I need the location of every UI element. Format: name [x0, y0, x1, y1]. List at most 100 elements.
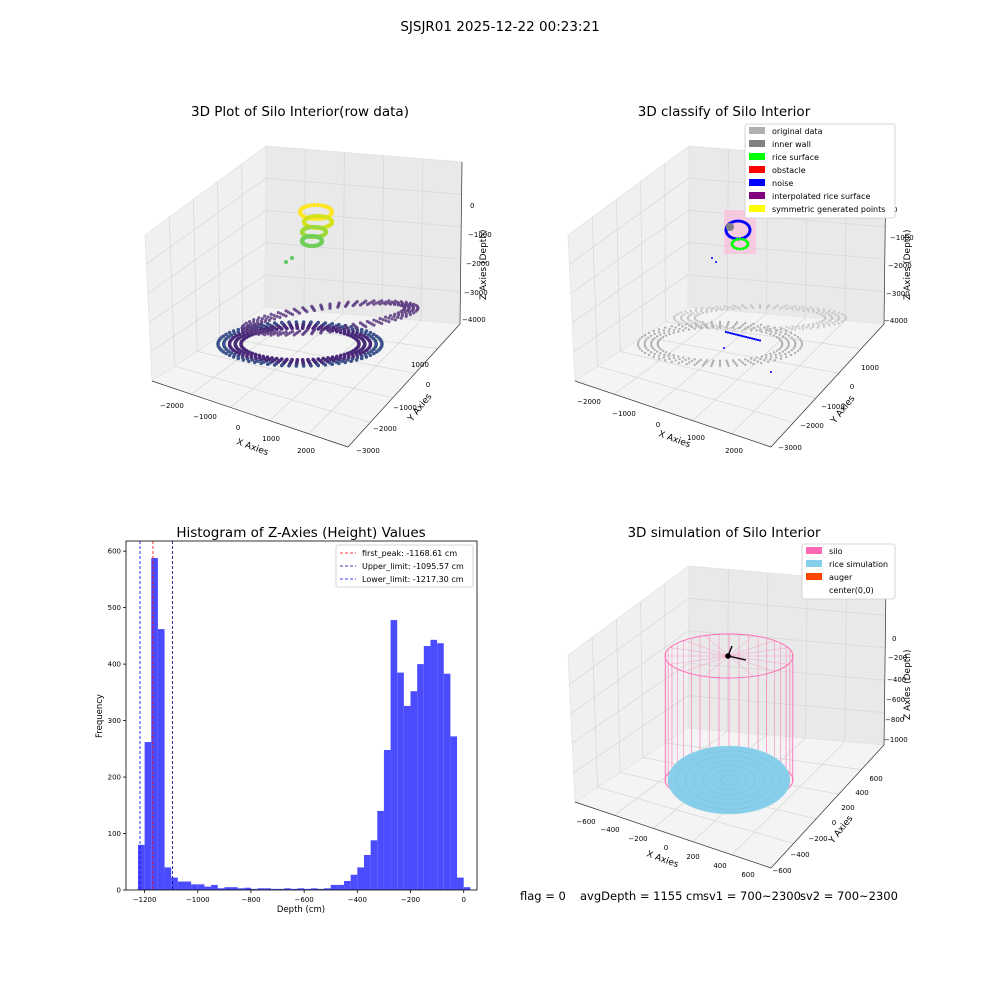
raw-point	[366, 333, 371, 337]
noise-point	[756, 338, 760, 342]
original-point	[829, 319, 832, 322]
noise-point	[770, 371, 772, 373]
raw-point	[372, 332, 376, 337]
silo-roof-wire	[728, 647, 789, 657]
tick-label: −600	[886, 696, 905, 704]
raw-point	[361, 350, 366, 355]
original-point	[643, 344, 647, 348]
original-point	[797, 308, 800, 312]
original-point	[742, 362, 745, 365]
original-point	[657, 357, 661, 360]
original-point	[811, 311, 814, 314]
raw-point	[264, 358, 269, 363]
original-point	[689, 309, 692, 312]
tick-label: 0	[664, 844, 668, 852]
raw-point	[343, 323, 348, 328]
tick-label: 0	[656, 421, 660, 429]
original-point	[756, 325, 759, 328]
original-point	[693, 358, 696, 361]
grid-line	[731, 741, 846, 856]
original-point	[796, 349, 800, 352]
original-point	[729, 326, 732, 330]
original-point	[650, 340, 653, 344]
original-point	[693, 327, 696, 330]
original-point	[718, 359, 722, 362]
raw-point	[239, 334, 244, 339]
original-point	[793, 333, 797, 337]
legend-entry-label: symmetric generated points	[772, 205, 885, 214]
original-point	[781, 335, 785, 338]
x-tick-label: −400	[348, 896, 367, 904]
raw-point	[316, 327, 321, 331]
raw-point	[290, 326, 294, 331]
raw-point	[221, 334, 226, 339]
legend-entry-label: first_peak: -1168.61 cm	[362, 549, 457, 558]
raw-point	[311, 202, 317, 208]
original-point	[749, 328, 753, 331]
grid-line	[572, 242, 689, 323]
original-point	[683, 313, 686, 316]
grid-line	[620, 351, 817, 399]
raw-point	[410, 309, 414, 313]
rice-mesh-ring	[693, 760, 765, 800]
raw-point	[284, 330, 288, 334]
original-point	[735, 364, 739, 367]
original-point	[656, 341, 660, 344]
grid-line	[731, 320, 846, 435]
raw-3d-axes-box	[144, 145, 463, 448]
original-point	[836, 319, 839, 322]
original-point	[638, 347, 641, 350]
grid-line	[569, 598, 690, 685]
raw-point	[356, 349, 361, 354]
original-point	[801, 305, 805, 308]
noise-point	[740, 334, 744, 338]
histogram-x-axis-label: Depth (cm)	[277, 905, 325, 915]
raw-point	[399, 309, 403, 314]
original-point	[781, 350, 785, 353]
original-point	[735, 321, 739, 324]
original-point	[712, 359, 715, 362]
original-point	[726, 308, 729, 311]
original-point	[793, 344, 797, 348]
raw-point	[390, 317, 394, 321]
original-point	[795, 307, 798, 310]
original-point	[731, 326, 735, 329]
original-point	[744, 358, 747, 361]
tick-label: −3000	[464, 289, 488, 297]
original-point	[749, 324, 752, 327]
raw-point	[295, 358, 300, 362]
tick-label: −3000	[778, 444, 802, 452]
raw-point	[330, 328, 335, 333]
original-point	[663, 326, 667, 329]
original-point	[690, 313, 693, 316]
tick-label: −800	[885, 716, 904, 724]
original-point	[746, 359, 750, 363]
raw-point	[374, 319, 379, 323]
raw-point	[353, 351, 358, 355]
classify-legend: original data inner wall rice surface obsta…	[744, 123, 896, 219]
grid-line	[688, 274, 885, 292]
original-point	[677, 320, 680, 324]
original-point	[823, 315, 827, 319]
original-point	[731, 359, 735, 362]
raw-point	[261, 354, 265, 359]
raw-point	[399, 316, 403, 320]
tick-label: 2000	[725, 447, 743, 455]
simulation-3d-axes-box	[567, 565, 887, 869]
original-point	[818, 312, 821, 316]
tick-label: −2000	[577, 398, 601, 406]
rice-surface-point	[735, 237, 739, 241]
original-point	[722, 326, 725, 329]
raw-point	[242, 323, 246, 327]
raw-point	[374, 301, 379, 305]
raw-point	[297, 311, 302, 315]
original-point	[674, 319, 677, 322]
original-point	[843, 314, 846, 317]
status-avg-depth: avgDepth = 1155 cm	[580, 889, 704, 903]
histogram-bar	[297, 888, 305, 890]
raw-point	[316, 357, 321, 361]
raw-point	[315, 202, 321, 208]
original-point	[677, 355, 680, 358]
original-point	[688, 314, 691, 317]
original-point	[722, 307, 725, 310]
